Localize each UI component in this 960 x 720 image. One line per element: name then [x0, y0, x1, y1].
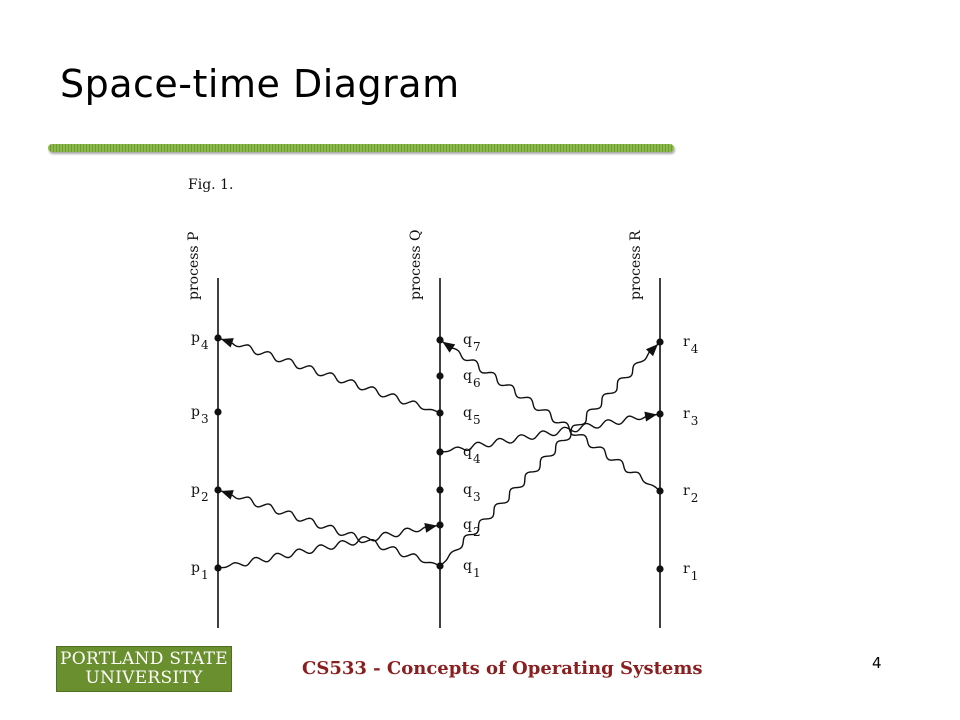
- arrow-head: [220, 490, 234, 500]
- university-logo: PORTLAND STATE UNIVERSITY: [56, 646, 232, 692]
- footer-course-title: CS533 - Concepts of Operating Systems: [302, 658, 703, 679]
- event-dot: [436, 448, 444, 456]
- message-arrow: [217, 524, 438, 569]
- event-dot: [436, 486, 444, 494]
- message-arrow: [220, 490, 441, 567]
- arrow-head: [424, 522, 438, 533]
- event-dot: [656, 487, 664, 495]
- arrow-head: [644, 411, 658, 422]
- event-dot: [214, 486, 222, 494]
- event-label: r2: [683, 483, 698, 505]
- event-label: q3: [463, 482, 481, 504]
- message-arrow: [439, 413, 658, 453]
- arrow-head: [645, 344, 658, 357]
- logo-line-2: UNIVERSITY: [85, 668, 203, 688]
- event-dot: [436, 521, 444, 529]
- slide-title: Space-time Diagram: [60, 62, 460, 106]
- message-arrow: [220, 338, 441, 414]
- arrow-head: [220, 338, 234, 348]
- message-arrow: [439, 343, 659, 567]
- event-label: q7: [463, 332, 481, 354]
- process-name: process Q: [408, 229, 424, 300]
- event-label: p2: [191, 482, 209, 504]
- event-label: r4: [683, 334, 699, 356]
- event-label: r3: [683, 406, 698, 428]
- process-name: process R: [628, 230, 644, 300]
- process-name: process P: [186, 232, 202, 300]
- arrow-head: [442, 341, 456, 353]
- event-label: q5: [463, 405, 481, 427]
- event-dot: [656, 338, 664, 346]
- message-arrow: [442, 341, 661, 492]
- event-label: q1: [463, 558, 481, 580]
- page-number: 4: [872, 654, 882, 672]
- title-divider: [48, 144, 674, 152]
- event-label: q2: [463, 517, 481, 539]
- event-dot: [656, 410, 664, 418]
- event-dot: [214, 564, 222, 572]
- logo-line-1: PORTLAND STATE: [59, 649, 229, 669]
- event-dot: [436, 562, 444, 570]
- space-time-diagram: Fig. 1. process P process Q process R p1 p2…: [186, 177, 699, 628]
- event-label: q4: [463, 444, 481, 466]
- event-label: p4: [191, 330, 209, 352]
- event-dot: [436, 372, 444, 380]
- event-label: r1: [683, 561, 698, 583]
- event-dot: [214, 408, 222, 416]
- event-dot: [656, 565, 664, 573]
- event-label: p3: [191, 404, 209, 426]
- event-label: q6: [463, 368, 481, 390]
- event-label: p1: [191, 560, 209, 582]
- event-dot: [436, 409, 444, 417]
- figure-caption: Fig. 1.: [188, 177, 233, 193]
- event-dot: [214, 334, 222, 342]
- event-dot: [436, 336, 444, 344]
